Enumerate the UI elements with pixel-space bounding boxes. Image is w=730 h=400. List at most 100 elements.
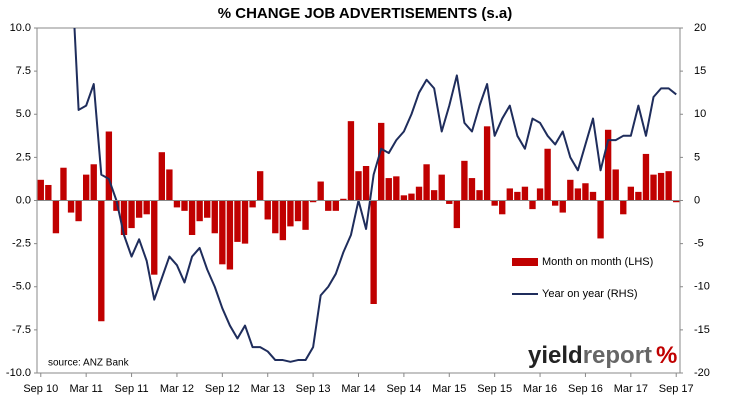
bar <box>75 200 82 222</box>
x-tick-label: Mar 16 <box>523 383 557 395</box>
bar <box>370 200 377 304</box>
bar <box>279 200 287 241</box>
bar <box>90 164 97 201</box>
bar <box>82 174 90 201</box>
bar <box>446 200 453 204</box>
bar <box>514 191 521 201</box>
y-tick-label: -5.0 <box>12 281 31 293</box>
bar <box>650 174 657 201</box>
bar <box>226 200 234 270</box>
y-tick-label: -10.0 <box>6 367 31 379</box>
bar <box>211 200 218 234</box>
bar <box>219 200 226 265</box>
bar <box>468 178 476 201</box>
bar <box>332 200 339 211</box>
bar <box>393 176 400 201</box>
y-tick-label: 0.0 <box>16 194 31 206</box>
bar <box>241 200 249 244</box>
bar <box>113 200 120 211</box>
bar <box>272 200 279 234</box>
bar <box>158 152 165 201</box>
bar <box>325 200 332 211</box>
bar <box>340 198 347 201</box>
bar <box>604 129 612 201</box>
x-tick-label: Sep 14 <box>386 383 421 395</box>
bar <box>536 188 544 201</box>
bar <box>385 178 392 201</box>
y-tick-label: 2.5 <box>16 151 31 163</box>
line <box>73 28 677 363</box>
x-tick-label: Sep 13 <box>296 383 331 395</box>
bar <box>529 200 536 210</box>
bar <box>483 126 491 201</box>
bar <box>52 200 60 234</box>
bar <box>597 200 604 239</box>
x-tick-label: Mar 14 <box>341 383 375 395</box>
y2-tick-label: 15 <box>694 65 706 77</box>
x-tick-label: Mar 17 <box>614 383 648 395</box>
bar <box>105 131 113 201</box>
chart-title: % CHANGE JOB ADVERTISEMENTS (s.a) <box>218 5 513 22</box>
bar <box>589 191 597 201</box>
bar <box>67 200 75 213</box>
bar <box>264 200 271 220</box>
bar <box>249 200 256 208</box>
y2-tick-label: 10 <box>694 108 706 120</box>
bar <box>143 200 150 215</box>
legend-label: Month on month (LHS) <box>542 256 653 268</box>
y-tick-label: -2.5 <box>12 238 31 250</box>
bar <box>45 184 52 201</box>
bar <box>430 190 438 201</box>
bar <box>400 195 408 201</box>
bar <box>378 122 385 201</box>
bar <box>559 200 566 213</box>
bar <box>635 191 642 201</box>
bar <box>294 200 302 222</box>
bar <box>567 179 574 201</box>
bar <box>98 200 105 322</box>
bar <box>135 200 143 218</box>
bar <box>552 200 559 206</box>
bar <box>574 188 582 201</box>
bar <box>234 200 241 242</box>
logo-main: yield <box>528 342 583 369</box>
bar <box>657 172 665 201</box>
bar <box>620 200 627 215</box>
bar <box>544 148 551 201</box>
bar <box>408 193 415 201</box>
bar <box>309 200 317 203</box>
bar <box>499 200 506 215</box>
legend-swatch <box>512 258 538 266</box>
bar <box>188 200 196 235</box>
x-tick-label: Mar 12 <box>160 383 194 395</box>
y-tick-label: 10.0 <box>10 22 31 34</box>
bar <box>362 166 370 201</box>
bar <box>673 200 680 203</box>
bar <box>476 190 483 201</box>
plot-area <box>37 28 680 363</box>
bar <box>627 186 635 201</box>
x-tick-label: Mar 13 <box>251 383 285 395</box>
bar <box>128 200 135 229</box>
bar <box>521 186 529 201</box>
x-tick-label: Sep 12 <box>205 383 240 395</box>
y2-tick-label: 0 <box>694 194 700 206</box>
bar <box>642 153 650 201</box>
logo-symbol: % <box>656 342 677 369</box>
bar <box>120 200 128 235</box>
logo-accent: report <box>583 342 652 369</box>
logo: yieldreport% <box>528 342 677 369</box>
bar <box>166 169 173 201</box>
y2-tick-label: -10 <box>694 281 710 293</box>
legend-label: Year on year (RHS) <box>542 288 638 300</box>
bar <box>151 200 158 275</box>
y2-tick-label: -15 <box>694 324 710 336</box>
bar <box>423 164 430 201</box>
bar <box>461 160 468 201</box>
bar <box>181 200 188 211</box>
bar <box>37 179 44 201</box>
bar <box>256 171 264 201</box>
x-tick-label: Sep 10 <box>23 383 58 395</box>
bar <box>204 200 211 218</box>
y2-tick-label: 5 <box>694 151 700 163</box>
